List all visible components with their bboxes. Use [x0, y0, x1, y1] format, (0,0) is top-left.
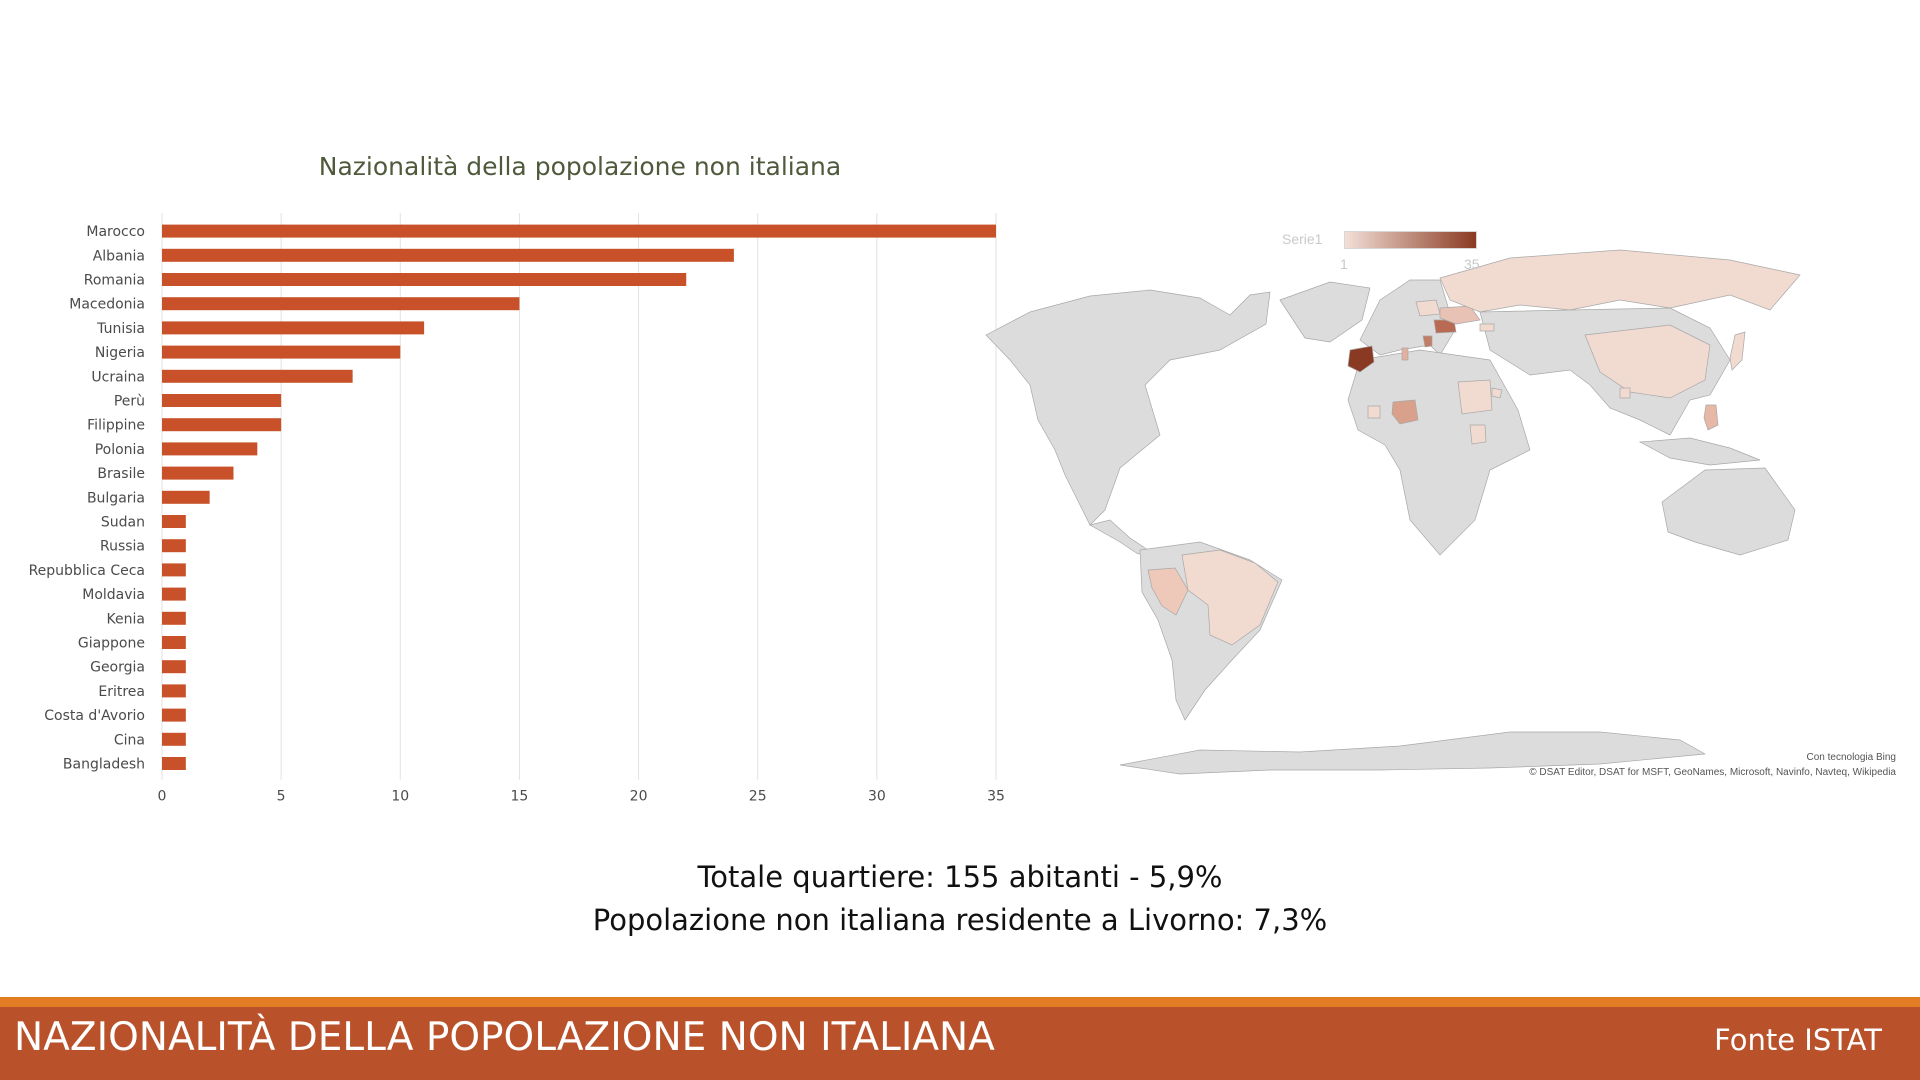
x-tick-label: 10 — [391, 789, 409, 805]
x-tick-label: 30 — [868, 789, 886, 805]
map-region-tunisia[interactable] — [1401, 347, 1409, 361]
map-legend-max: 35 — [1464, 256, 1480, 272]
x-tick-label: 25 — [749, 789, 767, 805]
map-credit: Con tecnologia Bing — [1806, 752, 1896, 763]
map-region-peru[interactable] — [1147, 567, 1189, 616]
category-label: Brasile — [97, 466, 145, 482]
bar[interactable] — [162, 394, 282, 407]
map-region-poland[interactable] — [1415, 299, 1441, 317]
map-region-north-america — [985, 289, 1271, 526]
map-region-eritrea[interactable] — [1491, 387, 1503, 399]
footer-accent-line — [0, 997, 1920, 1007]
category-label: Cina — [114, 732, 145, 748]
map-region-indonesia — [1638, 437, 1761, 466]
bar[interactable] — [162, 248, 734, 262]
category-label: Bangladesh — [63, 757, 145, 773]
bar[interactable] — [162, 418, 282, 432]
map-region-greenland — [1279, 281, 1371, 343]
x-tick-label: 15 — [511, 789, 529, 805]
map-region-russia[interactable] — [1439, 249, 1801, 313]
category-label: Filippine — [87, 418, 145, 434]
summary-livorno: Popolazione non italiana residente a Liv… — [592, 903, 1328, 937]
bar[interactable] — [162, 611, 186, 625]
map-region-antarctica — [1119, 731, 1707, 775]
category-label: Moldavia — [82, 587, 145, 603]
category-label: Macedonia — [69, 297, 145, 313]
category-label: Polonia — [95, 442, 145, 458]
bar[interactable] — [162, 297, 520, 311]
map-copyright: © DSAT Editor, DSAT for MSFT, GeoNames, … — [1529, 767, 1896, 778]
category-label: Eritrea — [98, 684, 145, 700]
summary-total: Totale quartiere: 155 abitanti - 5,9% — [697, 860, 1223, 894]
x-tick-label: 20 — [630, 789, 648, 805]
world-choropleth-map — [970, 220, 1920, 790]
bar[interactable] — [162, 466, 234, 480]
map-region-morocco[interactable] — [1347, 345, 1375, 373]
bar[interactable] — [162, 757, 186, 770]
map-region-central-america — [1089, 519, 1149, 555]
map-region-brazil[interactable] — [1181, 549, 1279, 646]
category-label: Bulgaria — [87, 490, 145, 506]
category-label: Repubblica Ceca — [29, 563, 145, 579]
bar[interactable] — [162, 345, 401, 359]
map-region-philippines[interactable] — [1703, 404, 1719, 431]
category-label: Georgia — [90, 660, 145, 676]
category-label: Tunisia — [96, 321, 145, 337]
bar[interactable] — [162, 563, 186, 577]
bar[interactable] — [162, 273, 687, 286]
bar[interactable] — [162, 732, 186, 746]
map-region-nigeria[interactable] — [1391, 399, 1419, 425]
category-label: Ucraina — [91, 369, 145, 385]
map-region-costa-davorio[interactable] — [1367, 405, 1381, 419]
bar[interactable] — [162, 224, 996, 238]
map-region-sudan[interactable] — [1457, 379, 1493, 415]
footer-source: Fonte ISTAT — [1714, 1023, 1882, 1057]
bar[interactable] — [162, 539, 186, 553]
category-label: Perù — [114, 394, 145, 410]
map-region-kenya[interactable] — [1469, 424, 1487, 445]
x-tick-label: 0 — [158, 789, 167, 805]
chart-title: Nazionalità della popolazione non italia… — [318, 152, 842, 181]
category-label: Nigeria — [95, 345, 145, 361]
x-tick-label: 5 — [277, 789, 286, 805]
category-label: Russia — [100, 539, 145, 555]
map-region-australia — [1661, 467, 1796, 556]
map-region-georgia[interactable] — [1479, 323, 1495, 332]
category-label: Marocco — [86, 224, 145, 240]
footer-title: NAZIONALITÀ DELLA POPOLAZIONE NON ITALIA… — [14, 1015, 995, 1060]
map-region-albania[interactable] — [1422, 335, 1433, 348]
footer-bar — [0, 1007, 1920, 1080]
map-region-china[interactable] — [1584, 324, 1711, 399]
bar[interactable] — [162, 442, 258, 456]
bar[interactable] — [162, 636, 186, 649]
bar[interactable] — [162, 369, 353, 383]
map-region-japan[interactable] — [1729, 331, 1746, 371]
category-label: Sudan — [101, 515, 145, 531]
bar[interactable] — [162, 321, 425, 335]
bar-chart: Marocco Albania Romania Macedonia Tunisia Nig… — [29, 213, 1005, 805]
bar[interactable] — [162, 515, 186, 528]
map-region-bangladesh[interactable] — [1619, 387, 1631, 399]
map-region-africa — [1347, 349, 1531, 556]
category-label: Romania — [84, 273, 145, 289]
bar[interactable] — [162, 660, 186, 674]
category-label: Albania — [93, 248, 145, 264]
category-label: Giappone — [78, 636, 145, 652]
category-label: Costa d'Avorio — [44, 708, 145, 724]
bar[interactable] — [162, 490, 210, 504]
map-legend-min: 1 — [1340, 256, 1348, 272]
bar[interactable] — [162, 684, 186, 698]
x-tick-label: 35 — [987, 789, 1005, 805]
bar[interactable] — [162, 708, 186, 722]
category-label: Kenia — [107, 611, 145, 627]
map-legend-label: Serie1 — [1282, 231, 1323, 247]
bar[interactable] — [162, 587, 186, 601]
map-legend-gradient — [1344, 231, 1477, 249]
